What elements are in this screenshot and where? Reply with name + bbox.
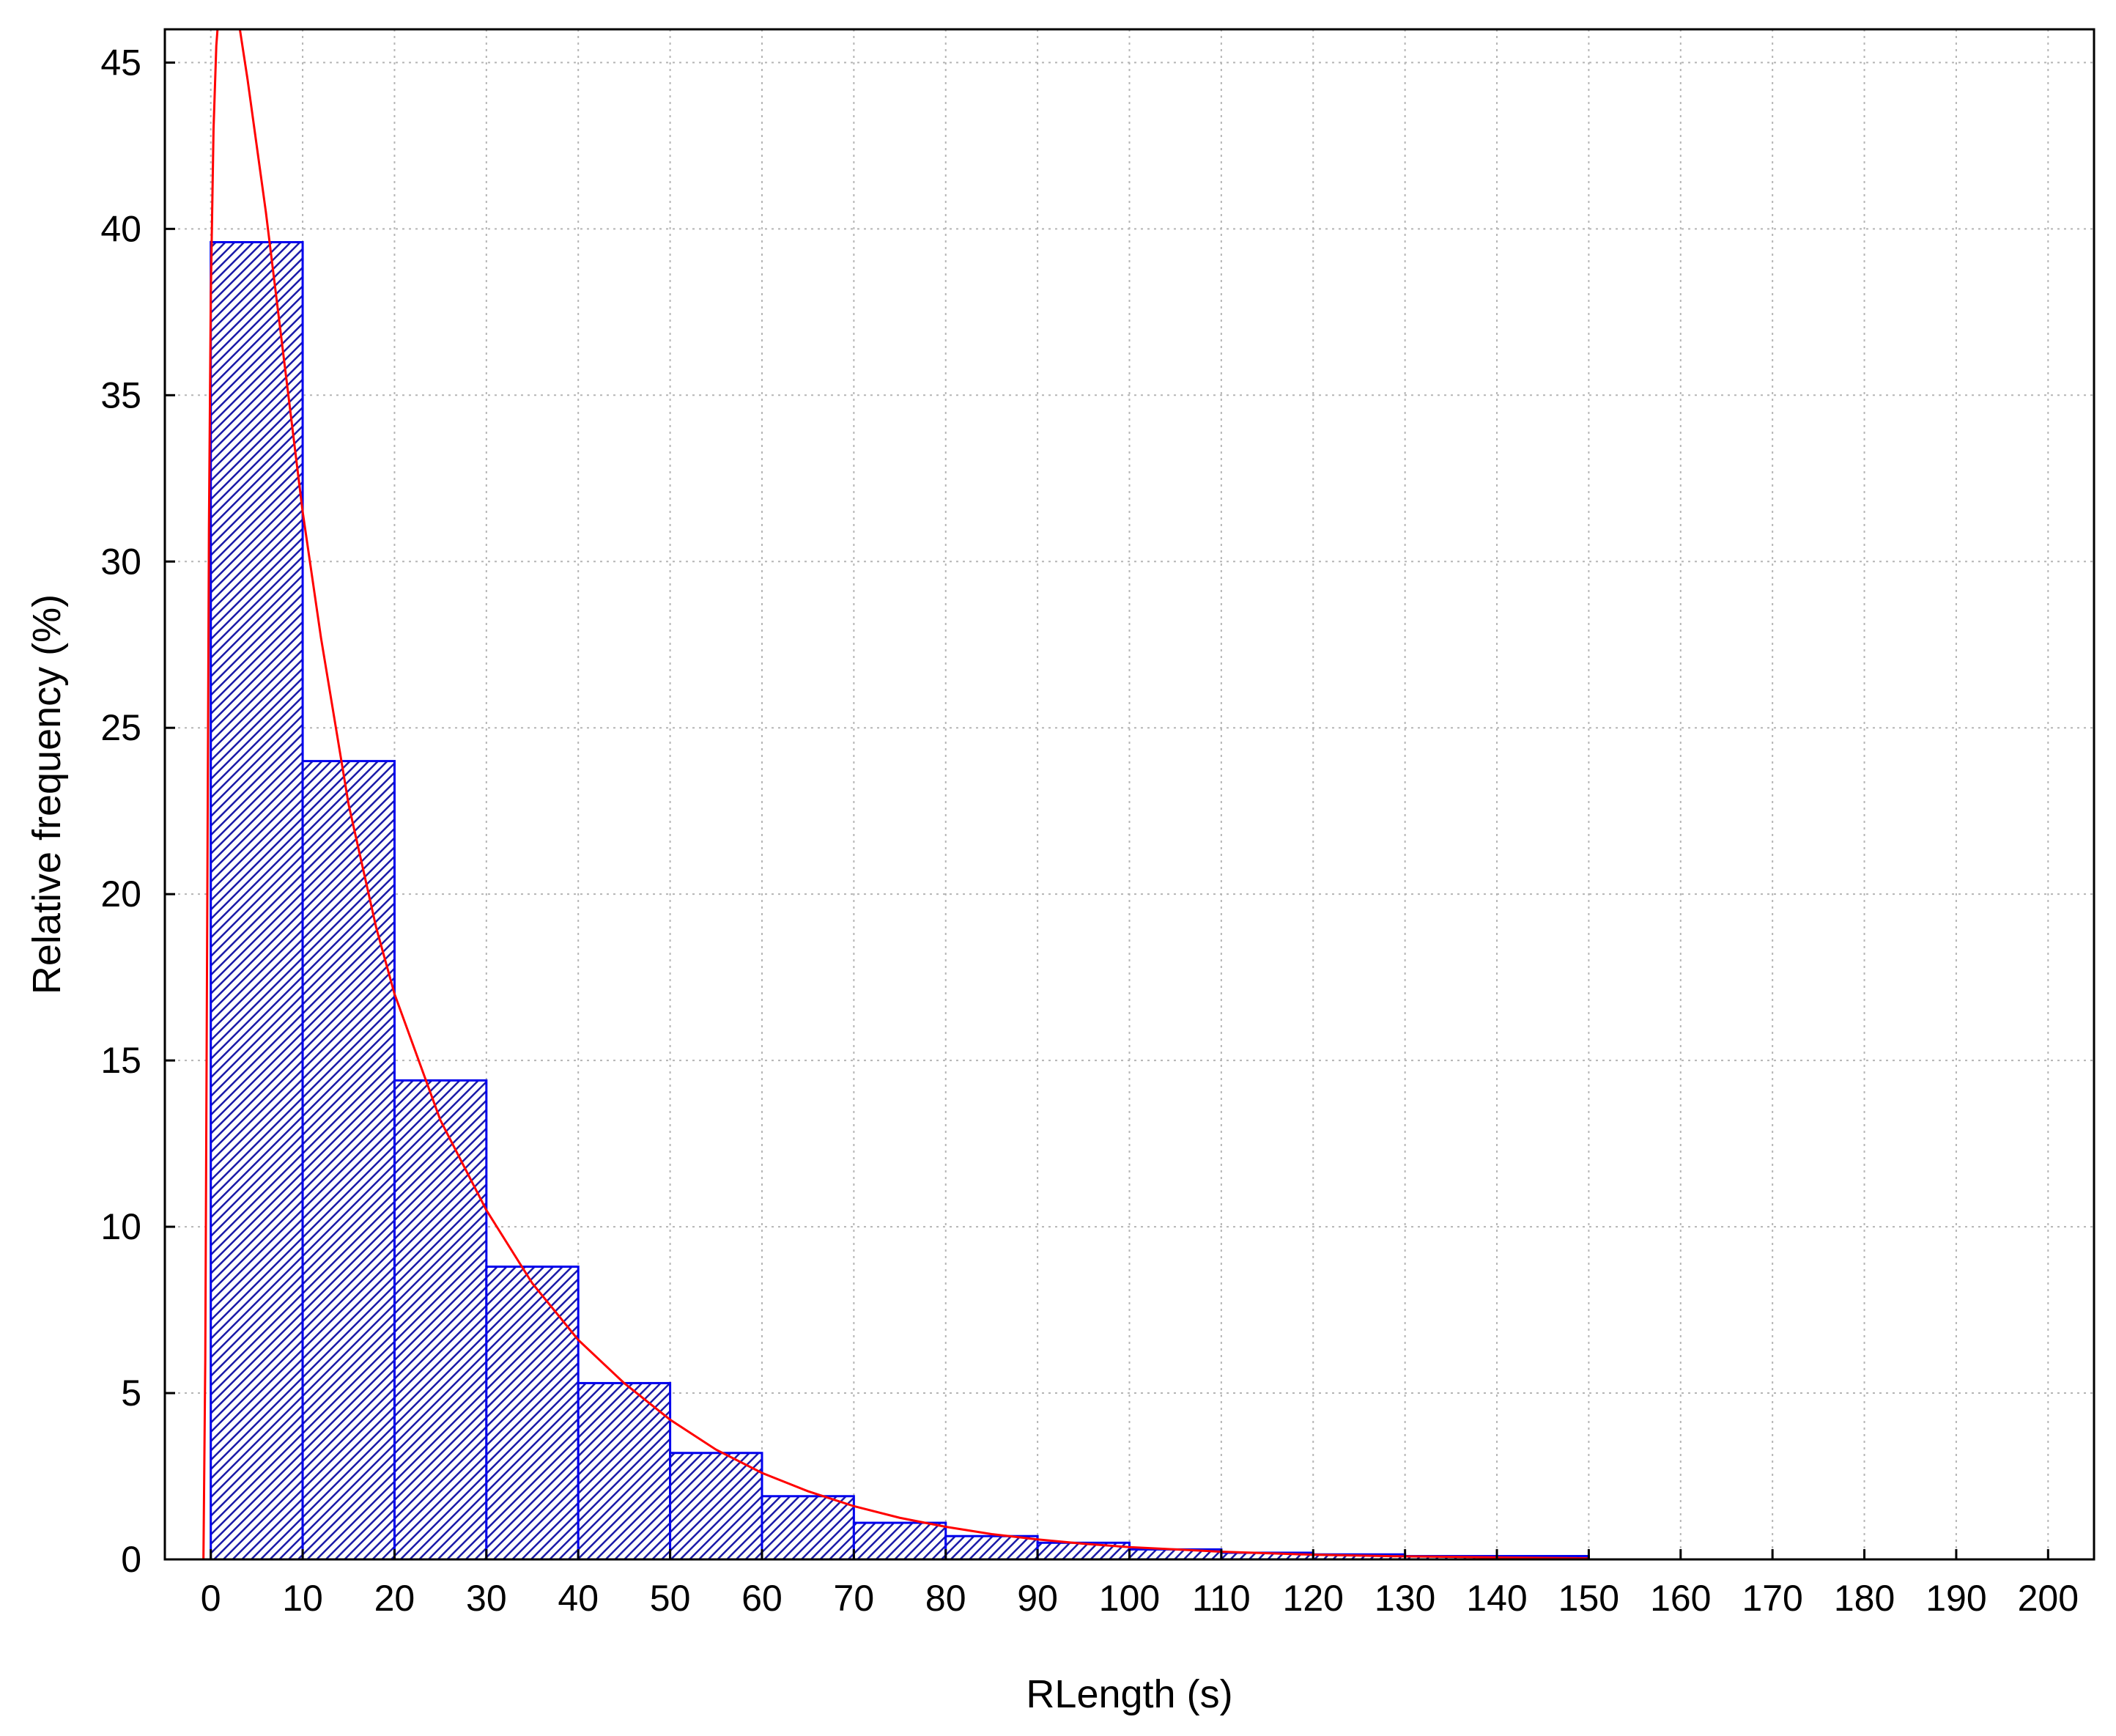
x-tick-label: 30 [466,1578,507,1619]
histogram-bars [210,241,1590,1561]
y-tick-label: 30 [100,541,141,582]
histogram-bar [485,1266,580,1561]
x-tick-label: 130 [1375,1578,1435,1619]
y-tick-label: 25 [100,707,141,748]
x-tick-label: 20 [374,1578,415,1619]
x-tick-label: 10 [282,1578,323,1619]
x-tick-label: 180 [1834,1578,1895,1619]
y-tick-label: 35 [100,374,141,415]
x-tick-label: 170 [1742,1578,1802,1619]
histogram-bar [761,1495,855,1561]
x-tick-label: 190 [1926,1578,1986,1619]
x-tick-label: 0 [201,1578,221,1619]
x-tick-label: 60 [741,1578,783,1619]
y-tick-label: 20 [100,873,141,915]
axis-ticks [165,61,2049,1561]
y-tick-label: 10 [100,1206,141,1247]
fitted-curve-layer [202,29,1589,1559]
y-axis-title: Relative frequency (%) [25,594,69,994]
histogram-bar [669,1452,763,1561]
x-tick-label: 120 [1283,1578,1344,1619]
gridlines [165,29,2094,1560]
y-tick-label: 0 [121,1539,141,1580]
x-tick-label: 80 [925,1578,966,1619]
x-tick-label: 40 [558,1578,599,1619]
y-tick-label: 15 [100,1040,141,1081]
histogram-bar [210,241,304,1561]
histogram-bar [301,760,396,1561]
x-tick-label: 140 [1466,1578,1527,1619]
y-tick-label: 45 [100,42,141,83]
y-tick-label: 5 [121,1373,141,1414]
tick-labels: 0 10 20 30 40 50 60 70 80 90 100 110 120 130 140 150 160… [100,42,2079,1619]
x-tick-label: 90 [1017,1578,1058,1619]
x-tick-label: 50 [650,1578,691,1619]
x-tick-label: 70 [834,1578,875,1619]
x-tick-label: 100 [1099,1578,1160,1619]
x-tick-label: 160 [1650,1578,1711,1619]
x-axis-title: RLength (s) [1026,1672,1232,1716]
fitted-curve-line [202,29,1589,1559]
x-tick-label: 200 [2018,1578,2079,1619]
histogram-bar [393,1079,488,1561]
y-tick-label: 40 [100,208,141,249]
x-tick-label: 110 [1192,1578,1251,1619]
x-tick-label: 150 [1558,1578,1619,1619]
histogram-bar [944,1534,1039,1561]
histogram-bar [852,1521,947,1561]
